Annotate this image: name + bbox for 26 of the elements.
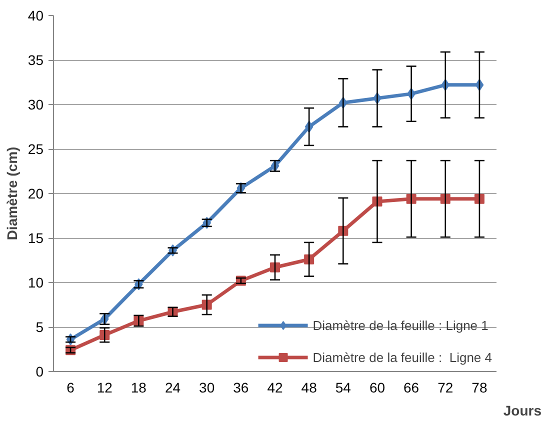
x-tick-label: 24 xyxy=(164,380,181,396)
x-tick-label: 36 xyxy=(233,380,249,396)
y-tick-label: 15 xyxy=(28,230,44,246)
x-tick-label: 12 xyxy=(96,380,113,396)
y-tick-label: 35 xyxy=(28,52,44,68)
x-axis-title: Jours xyxy=(503,402,542,418)
x-tick-label: 30 xyxy=(199,380,215,396)
y-tick-label: 25 xyxy=(28,141,44,157)
legend-label: Diamètre de la feuille : Ligne 4 xyxy=(312,350,492,364)
x-tick-label: 18 xyxy=(130,380,147,396)
y-tick-label: 10 xyxy=(28,274,44,290)
y-tick-label: 0 xyxy=(36,364,44,380)
x-tick-label: 60 xyxy=(369,380,386,396)
y-tick-label: 20 xyxy=(28,186,44,202)
y-tick-label: 40 xyxy=(28,8,44,24)
y-tick-label: 5 xyxy=(36,319,44,335)
x-tick-label: 54 xyxy=(335,380,352,396)
x-tick-label: 42 xyxy=(267,380,283,396)
x-tick-label: 48 xyxy=(301,380,318,396)
x-tick-label: 78 xyxy=(472,380,488,396)
y-tick-label: 30 xyxy=(28,96,44,112)
x-tick-label: 66 xyxy=(404,380,420,396)
y-axis-title: Diamètre (cm) xyxy=(4,146,20,240)
x-tick-label: 6 xyxy=(66,380,75,396)
legend-label: Diamètre de la feuille : Ligne 1 xyxy=(312,318,488,332)
x-tick-label: 72 xyxy=(438,380,454,396)
